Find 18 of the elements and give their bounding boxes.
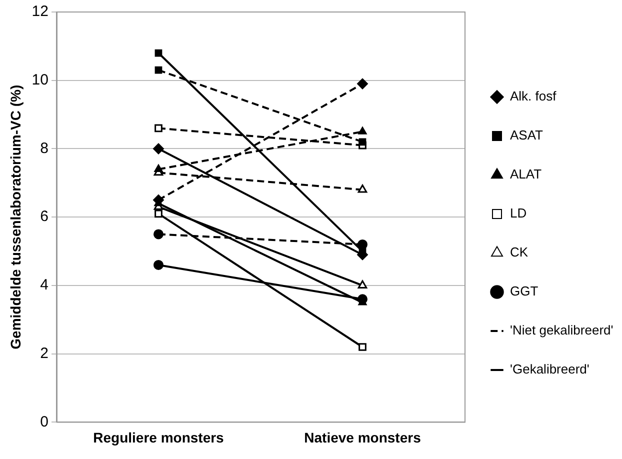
- y-tick-label: 0: [40, 413, 48, 430]
- y-tick-label: 8: [40, 140, 48, 157]
- legend-label: LD: [510, 206, 527, 221]
- legend-label: 'Niet gekalibreerd': [510, 322, 614, 338]
- legend-label: ALAT: [510, 166, 542, 182]
- y-tick-label: 10: [32, 72, 48, 89]
- legend-label: 'Gekalibreerd': [510, 362, 590, 377]
- y-tick-label: 2: [40, 344, 48, 362]
- y-axis-title: Gemiddelde tussenlaboratorium-VC (%): [7, 84, 24, 350]
- legend-label: CK: [510, 244, 528, 260]
- legend-label: GGT: [510, 284, 538, 299]
- x-tick-label: Reguliere monsters: [93, 429, 224, 446]
- legend-label: ASAT: [510, 128, 544, 143]
- x-tick-label: Natieve monsters: [304, 429, 422, 446]
- y-tick-label: 12: [32, 3, 48, 20]
- y-tick-label: 4: [40, 276, 48, 294]
- legend-label: Alk. fosf: [510, 88, 557, 104]
- y-tick-label: 6: [40, 208, 48, 226]
